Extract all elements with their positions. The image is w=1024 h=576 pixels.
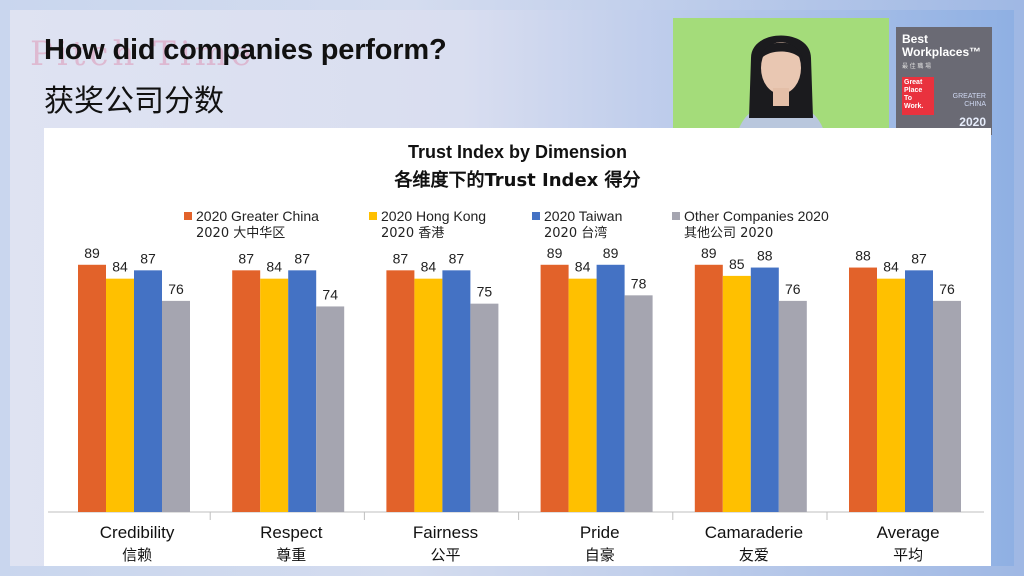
data-label: 84 [883, 259, 899, 275]
data-label: 76 [168, 281, 184, 297]
bar-greater-china [694, 264, 723, 512]
presenter-webcam [673, 18, 889, 144]
bar-taiwan [596, 264, 625, 512]
category-label: Credibility [100, 523, 175, 542]
bar-greater-china [78, 264, 106, 512]
legend-item-hong-kong: 2020 Hong Kong 2020 香港 [369, 208, 486, 242]
presenter-avatar-icon [673, 18, 889, 144]
data-label: 87 [393, 250, 409, 266]
bar-hong-kong [877, 278, 905, 512]
bar-other-companies [470, 303, 499, 512]
category-label: Respect [260, 523, 323, 542]
bar-greater-china [540, 264, 569, 512]
badge-year: 2020 [959, 115, 986, 129]
category-label-zh: 友爱 [739, 546, 769, 564]
slide-frame: Pitch Time How did companies perform? 获奖… [10, 10, 1014, 566]
bar-taiwan [750, 267, 779, 512]
category-label-zh: 信赖 [122, 546, 152, 564]
data-label: 76 [939, 281, 955, 297]
slide-subtitle: 获奖公司分数 [44, 84, 224, 119]
decorative-script-text: Pitch Time [30, 34, 256, 74]
bar-hong-kong [414, 278, 443, 512]
chart-title: Trust Index by Dimension [407, 142, 628, 162]
bar-hong-kong [106, 278, 134, 512]
bar-taiwan [905, 270, 933, 512]
data-label: 84 [112, 259, 128, 275]
badge-zh: 最 佳 職 場 [902, 64, 932, 70]
category-label: Pride [580, 523, 620, 542]
bar-chart: 89 84 87 76 Credibility 信赖 87 84 87 74 Respect 尊重 87… [48, 245, 984, 564]
data-label: 89 [547, 245, 563, 261]
bar-other-companies [624, 295, 653, 512]
legend-item-taiwan: 2020 Taiwan 2020 台湾 [532, 208, 622, 242]
slide-title: How did companies perform? [44, 34, 447, 66]
data-label: 74 [322, 286, 338, 302]
bar-taiwan [288, 270, 317, 512]
data-label: 84 [421, 259, 437, 275]
data-label: 87 [294, 250, 310, 266]
data-label: 84 [575, 259, 591, 275]
legend-item-other-companies: Other Companies 2020 其他公司 2020 [672, 208, 829, 242]
chart-legend: 2020 Greater China 2020 大中华区 2020 Hong K… [44, 208, 991, 248]
bar-hong-kong [568, 278, 597, 512]
data-label: 89 [701, 245, 717, 261]
bar-greater-china [232, 270, 261, 512]
category-label-zh: 尊重 [276, 546, 306, 564]
data-label: 85 [729, 256, 745, 272]
badge-title: Best Workplaces™ [902, 32, 982, 59]
legend-swatch [672, 212, 680, 220]
bar-other-companies [778, 300, 807, 512]
data-label: 84 [266, 259, 282, 275]
bar-other-companies [933, 300, 961, 512]
bar-hong-kong [260, 278, 289, 512]
gptw-logo: Great Place To Work. [902, 77, 934, 115]
badge-region: GREATER CHINA [952, 93, 986, 108]
legend-swatch [532, 212, 540, 220]
category-label-zh: 公平 [430, 546, 460, 564]
data-label: 89 [84, 245, 100, 261]
bar-other-companies [162, 300, 190, 512]
bar-greater-china [386, 270, 415, 512]
category-label-zh: 自豪 [585, 546, 615, 564]
data-label: 87 [449, 250, 465, 266]
chart-panel: Trust Index by Dimension 各维度下的Trust Inde… [44, 128, 991, 566]
data-label: 89 [603, 245, 619, 261]
data-label: 88 [757, 248, 773, 264]
category-label: Fairness [413, 523, 478, 542]
category-label: Camaraderie [705, 523, 803, 542]
legend-swatch [184, 212, 192, 220]
category-label: Average [877, 523, 940, 542]
data-label: 87 [911, 250, 927, 266]
legend-item-greater-china: 2020 Greater China 2020 大中华区 [184, 208, 319, 242]
data-label: 76 [785, 281, 801, 297]
bar-hong-kong [722, 275, 751, 512]
best-workplaces-badge: Best Workplaces™ 最 佳 職 場 Great Place To … [896, 27, 992, 135]
data-label: 87 [238, 250, 254, 266]
bar-taiwan [442, 270, 471, 512]
bar-greater-china [849, 267, 877, 512]
legend-swatch [369, 212, 377, 220]
data-label: 88 [855, 248, 871, 264]
data-label: 78 [631, 275, 647, 291]
chart-subtitle: 各维度下的Trust Index 得分 [394, 170, 641, 191]
bar-other-companies [316, 306, 345, 512]
data-label: 75 [477, 284, 493, 300]
bar-taiwan [134, 270, 162, 512]
data-label: 87 [140, 250, 156, 266]
category-label-zh: 平均 [893, 546, 923, 564]
